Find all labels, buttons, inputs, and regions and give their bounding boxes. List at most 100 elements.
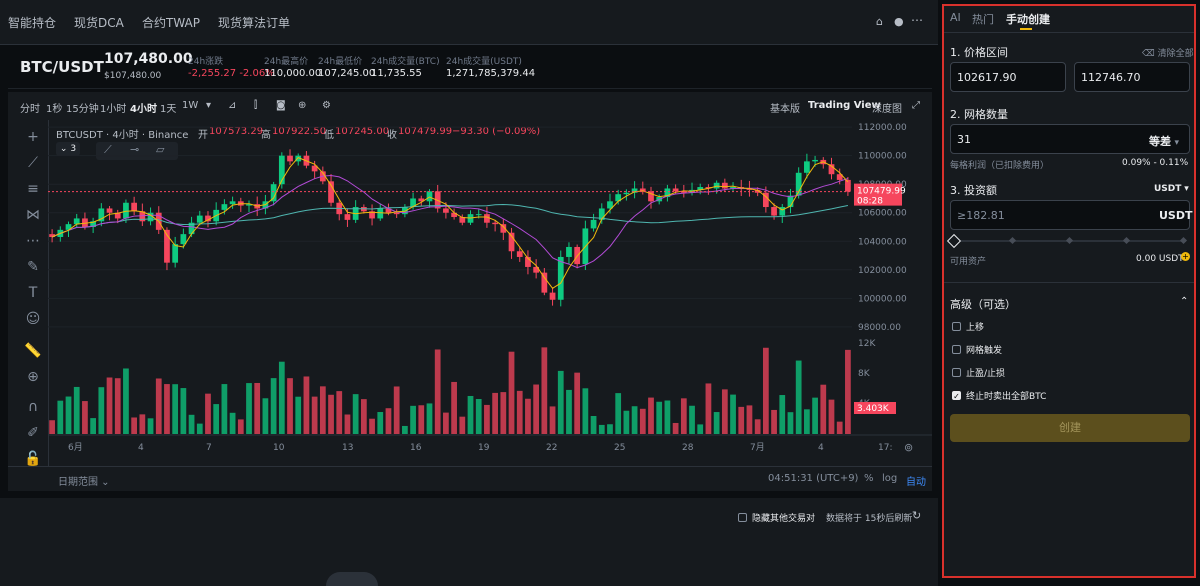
magnet-icon[interactable]: ∩ — [27, 399, 39, 415]
indicator-count: 3 — [70, 144, 77, 154]
open-label: 开 — [198, 130, 208, 141]
chevron-down-icon: ⌄ — [59, 144, 68, 154]
volume-bar — [713, 412, 720, 434]
investment-input[interactable]: ≥182.81 USDT — [950, 200, 1193, 230]
more-icon[interactable]: ⋯ — [911, 13, 923, 27]
crosshair-icon[interactable]: + — [27, 129, 39, 145]
home-icon[interactable]: ⌂ — [876, 15, 883, 28]
candle-body — [188, 222, 195, 235]
tab-futures-twap[interactable]: 合约TWAP — [142, 16, 200, 30]
chevron-up-icon[interactable]: ⌃ — [1180, 296, 1189, 307]
view-basic[interactable]: 基本版 — [770, 104, 800, 115]
candle-body — [836, 174, 843, 180]
create-button[interactable]: 创建 — [950, 414, 1190, 442]
lock-icon[interactable]: 🔓 — [24, 451, 42, 467]
zoom-in-icon[interactable]: ⊕ — [27, 369, 39, 385]
price-low-input[interactable]: 102617.90 — [950, 62, 1066, 92]
interval-dropdown-icon[interactable]: ▾ — [206, 100, 212, 111]
add-funds-icon[interactable]: + — [1181, 252, 1190, 261]
axis-settings-icon[interactable]: ⊚ — [904, 441, 913, 454]
price-chart[interactable]: 112000.00110000.00108000.00106000.001040… — [48, 120, 932, 490]
change-value-chart: −93.30 (−0.09%) — [452, 126, 541, 137]
top-nav-bar: 智能持仓 现货DCA 合约TWAP 现货算法订单 ⌂ ● ⋯ — [0, 0, 938, 45]
pattern-icon[interactable]: ⋈ — [26, 207, 40, 223]
hide-pairs-checkbox[interactable] — [738, 513, 747, 522]
camera-icon[interactable]: ◙ — [276, 100, 286, 111]
interval-1w[interactable]: 1W — [182, 100, 199, 111]
view-depth[interactable]: 深度图 — [872, 104, 902, 115]
interval-4h[interactable]: 4小时 — [130, 104, 157, 115]
interval-15m[interactable]: 15分钟 — [66, 104, 99, 115]
hide-pairs-label: 隐藏其他交易对 — [752, 514, 816, 524]
candle-body — [845, 179, 851, 192]
volume-bar — [205, 393, 211, 434]
trendline-icon[interactable]: ⟋ — [28, 155, 38, 171]
tab-ai[interactable]: AI — [950, 11, 961, 24]
refresh-icon[interactable]: ↻ — [912, 509, 922, 522]
clear-all-button[interactable]: ⌫ 清除全部 — [1142, 46, 1194, 59]
tab-spot-algo-orders[interactable]: 现货算法订单 — [218, 16, 291, 30]
option-checkbox-tp-sl[interactable] — [952, 368, 961, 377]
tab-hot[interactable]: 热门 — [972, 13, 994, 26]
time-tick-label: 7月 — [750, 442, 765, 453]
channel-tool-icon[interactable]: ▱ — [156, 143, 165, 156]
add-icon[interactable]: ⊕ — [298, 100, 307, 111]
date-range-button[interactable]: 日期范围 ⌄ — [58, 477, 110, 488]
log-toggle[interactable]: log — [882, 473, 898, 484]
brush-icon[interactable]: ✎ — [27, 259, 39, 275]
tab-smart-position[interactable]: 智能持仓 — [8, 16, 57, 30]
tab-spot-dca[interactable]: 现货DCA — [74, 16, 124, 30]
line-tool-icon[interactable]: ⊸ — [130, 143, 140, 156]
interval-tick[interactable]: 分时 — [20, 104, 40, 115]
option-checkbox-sell-all[interactable]: ✓ — [952, 391, 961, 401]
path-tool-icon[interactable]: ⟋ — [104, 143, 112, 156]
candle-body — [623, 192, 630, 195]
grid-count-input[interactable]: 31 等差 ▾ — [950, 124, 1190, 154]
volume-bar — [73, 386, 80, 434]
volume-bar — [278, 361, 285, 434]
indicators-toggle[interactable]: ⌄ 3 — [56, 142, 80, 156]
investment-currency-select[interactable]: USDT ▾ — [1154, 184, 1189, 194]
interval-1d[interactable]: 1天 — [160, 104, 177, 115]
volume-bar — [500, 392, 507, 434]
pair-name[interactable]: BTC/USDT — [20, 58, 104, 76]
candle-type-icon[interactable]: ⫿ — [254, 100, 258, 111]
slider-handle[interactable] — [946, 233, 962, 249]
grid-mode-select[interactable]: 等差 ▾ — [1149, 133, 1179, 149]
interval-1h[interactable]: 1小时 — [100, 104, 127, 115]
volume-bar — [492, 392, 498, 434]
fullscreen-icon[interactable]: ⤢ — [912, 100, 920, 111]
interval-1s[interactable]: 1秒 — [46, 104, 63, 115]
candle-body — [762, 192, 769, 208]
ruler-icon[interactable]: 📏 — [24, 343, 42, 359]
settings-icon[interactable]: ⚙ — [322, 100, 331, 111]
text-icon[interactable]: T — [28, 285, 38, 301]
date-range-label: 日期范围 — [58, 477, 98, 488]
timezone-clock[interactable]: 04:51:31 (UTC+9) — [768, 473, 859, 484]
candle-body — [516, 251, 523, 257]
horizontal-lines-icon[interactable]: ≡ — [27, 181, 39, 197]
option-checkbox-move-up[interactable] — [952, 322, 961, 331]
pencil-lock-icon[interactable]: ✐ — [27, 425, 39, 441]
tab-manual-create[interactable]: 手动创建 — [1006, 13, 1050, 26]
play-icon[interactable]: ● — [894, 15, 904, 28]
high-label-chart: 高 — [261, 130, 271, 141]
candle-body — [369, 211, 375, 219]
time-tick-label: 6月 — [68, 442, 83, 453]
option-checkbox-grid-trigger[interactable] — [952, 345, 961, 354]
volume-tick-label: 8K — [858, 369, 871, 379]
indicator-icon[interactable]: ⊿ — [228, 100, 237, 111]
vol-usdt-value: 1,271,785,379.44 — [446, 68, 536, 79]
option-grid-trigger: 网格触发 — [966, 346, 1003, 356]
candle-body — [549, 292, 556, 300]
emoji-icon[interactable]: ☺ — [25, 311, 41, 327]
fib-icon[interactable]: ⋯ — [26, 233, 40, 249]
volume-bar — [106, 377, 113, 434]
volume-bar — [352, 394, 359, 434]
view-tradingview[interactable]: Trading View — [808, 100, 881, 111]
percent-toggle[interactable]: % — [864, 473, 874, 484]
price-range-label: 1. 价格区间 — [950, 46, 1008, 59]
price-high-input[interactable]: 112746.70 — [1074, 62, 1190, 92]
auto-toggle[interactable]: 自动 — [906, 477, 926, 488]
advanced-label[interactable]: 高级（可选） — [950, 298, 1016, 311]
